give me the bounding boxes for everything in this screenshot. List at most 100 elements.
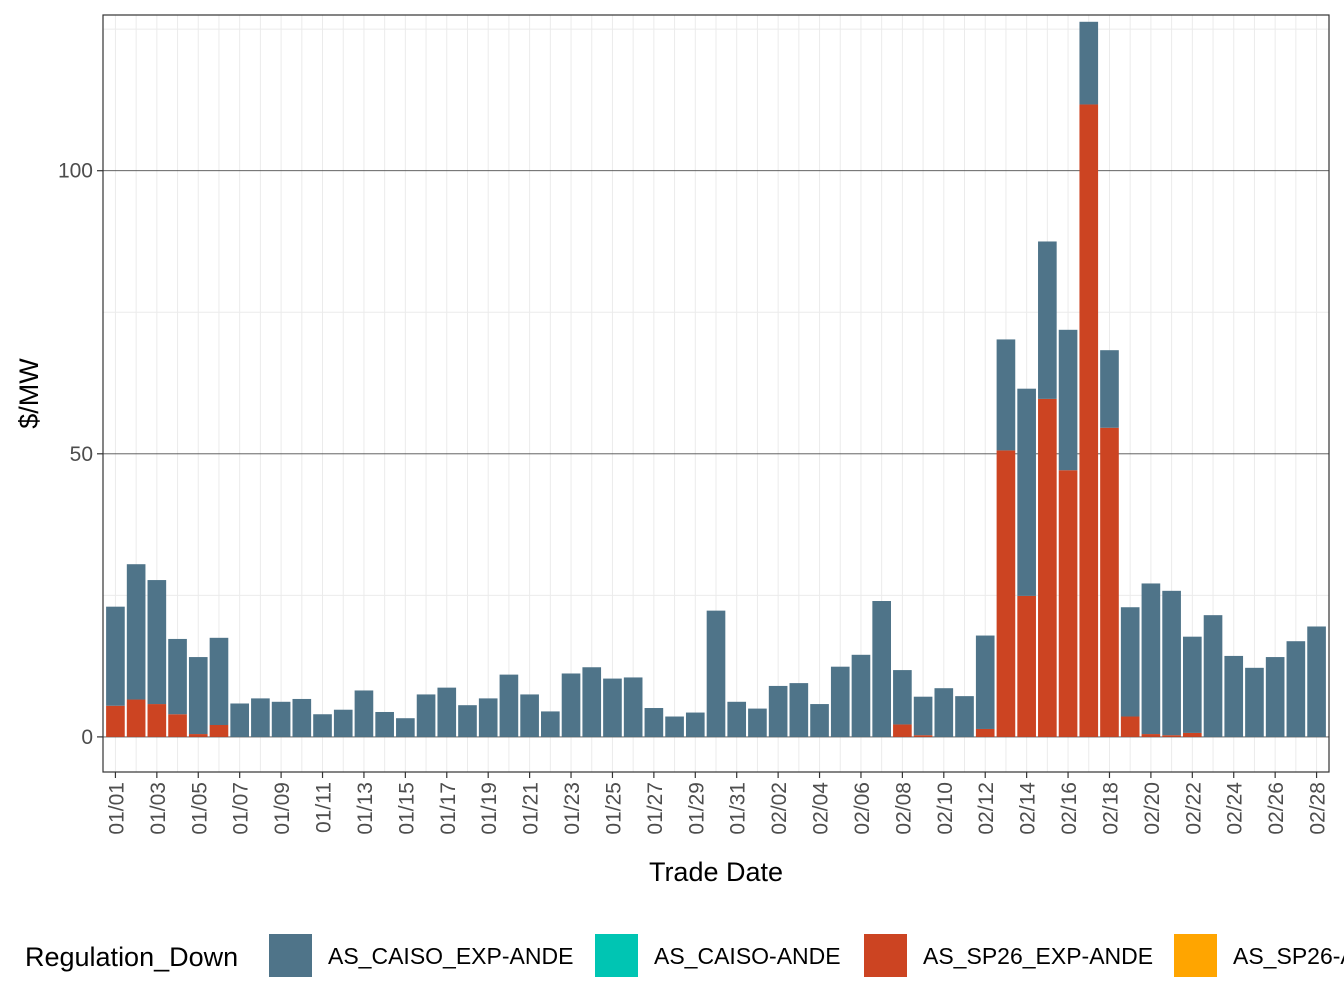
bar-segment	[354, 690, 374, 737]
bar-segment	[1162, 735, 1181, 737]
bar-segment	[996, 450, 1016, 737]
bar-segment	[209, 725, 229, 737]
x-tick-label: 02/28	[1307, 782, 1330, 835]
bar-segment	[147, 580, 167, 705]
x-tick-label: 02/14	[1017, 782, 1040, 835]
bar-segment	[748, 708, 767, 737]
bar-segment	[1286, 641, 1306, 737]
bar-segment	[520, 694, 539, 737]
bar-segment	[1017, 595, 1036, 737]
bar-segment	[1203, 615, 1223, 737]
bar-segment	[644, 708, 664, 737]
bar-segment	[416, 694, 436, 737]
x-tick-label: 01/15	[395, 782, 418, 835]
x-tick-label: 01/25	[602, 782, 625, 835]
bar-segment	[665, 716, 684, 737]
bar-segment	[1100, 350, 1119, 428]
bar-segment	[1224, 655, 1244, 737]
bar-segment	[810, 704, 829, 737]
x-tick-label: 02/12	[975, 782, 998, 835]
legend-label: AS_CAISO-ANDE	[654, 943, 841, 969]
bar-segment	[851, 654, 871, 737]
x-tick-label: 01/11	[313, 782, 336, 833]
bar-segment	[706, 610, 726, 737]
bar-segment	[437, 687, 457, 737]
bar-segment	[1141, 583, 1161, 735]
bar-segment	[541, 711, 560, 737]
bar-segment	[1307, 626, 1326, 737]
legend: AS_CAISO_EXP-ANDE AS_CAISO-ANDE AS_SP26_EX…	[269, 934, 1344, 977]
bar-segment	[955, 696, 974, 737]
bar-segment	[872, 601, 891, 737]
x-tick-label: 02/22	[1182, 782, 1205, 835]
legend-key	[864, 934, 907, 977]
bar-segment	[126, 699, 146, 737]
bar-segment	[893, 670, 912, 725]
y-tick-label: 0	[81, 726, 93, 749]
legend-title: Regulation_Down	[25, 942, 238, 972]
bar-segment	[313, 714, 332, 737]
x-tick-label: 02/04	[810, 782, 833, 835]
bar-segment	[1120, 607, 1140, 717]
bar-segment	[333, 709, 353, 737]
bar-segment	[1120, 716, 1140, 737]
bar-segment	[1182, 636, 1202, 733]
bar-segment	[1079, 21, 1099, 105]
bar-segment	[561, 673, 581, 737]
x-tick-label: 02/20	[1141, 782, 1164, 835]
x-tick-label: 01/23	[561, 782, 584, 835]
bar-segment	[934, 688, 954, 737]
x-tick-label: 01/01	[105, 782, 128, 835]
x-tick-label: 02/18	[1099, 782, 1122, 835]
bar-segment	[768, 685, 788, 737]
bar-segment	[1079, 104, 1099, 737]
bar-segment	[893, 724, 912, 737]
bar-segment	[1182, 732, 1202, 737]
bar-segment	[251, 698, 270, 737]
legend-key	[269, 934, 312, 977]
bar-segment	[685, 712, 705, 737]
y-axis-title: $/MW	[14, 358, 44, 429]
bar-segment	[168, 714, 187, 737]
legend-key	[595, 934, 638, 977]
bar-segment	[396, 718, 415, 737]
x-tick-label: 01/03	[147, 782, 170, 835]
bar-segment	[106, 705, 125, 737]
x-axis: 01/01 01/03 01/05 01/07 01/09 01/11 01/13 01/15…	[105, 772, 1330, 835]
bar-segment	[830, 666, 850, 737]
x-tick-label: 01/19	[478, 782, 501, 835]
bar-segment	[147, 704, 167, 737]
bar-segment	[1265, 657, 1285, 737]
bar-segment	[913, 696, 933, 736]
x-tick-label: 01/05	[188, 782, 211, 835]
bar-segment	[478, 698, 498, 737]
bar-segment	[458, 705, 477, 737]
panel-border	[102, 14, 1330, 773]
bar-segment	[1038, 241, 1057, 399]
bar-segment	[727, 701, 747, 737]
y-axis: 0 50 100	[58, 160, 103, 749]
x-axis-title: Trade Date	[649, 857, 783, 887]
bar-segment	[126, 564, 146, 700]
x-tick-label: 01/31	[727, 782, 750, 835]
bar-segment	[499, 674, 519, 737]
y-tick-label: 100	[58, 160, 93, 183]
x-tick-label: 01/29	[685, 782, 708, 835]
bar-segment	[230, 703, 250, 737]
bar-segment	[996, 339, 1016, 451]
x-tick-label: 02/10	[934, 782, 957, 835]
bar-segment	[188, 657, 208, 735]
bar-segment	[188, 734, 208, 737]
bar-segment	[168, 638, 187, 715]
x-tick-label: 02/26	[1265, 782, 1288, 835]
x-tick-label: 02/24	[1224, 782, 1247, 835]
bar-segment	[913, 735, 933, 737]
legend-label: AS_CAISO_EXP-ANDE	[328, 943, 573, 969]
x-tick-label: 02/02	[768, 782, 791, 835]
bar-segment	[1038, 398, 1057, 737]
x-tick-label: 01/27	[644, 782, 667, 835]
bar-segment	[1058, 470, 1078, 737]
x-tick-label: 01/17	[437, 782, 460, 835]
bar-segment	[292, 698, 312, 737]
x-tick-label: 01/09	[271, 782, 294, 835]
